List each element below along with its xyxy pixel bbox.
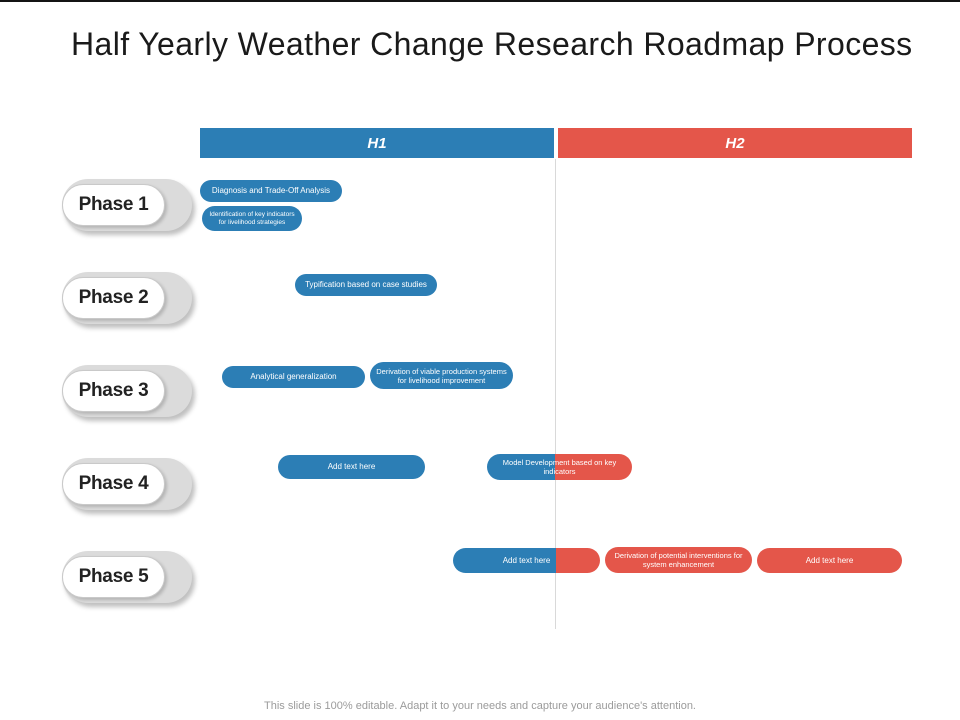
task-pill[interactable]: Add text here (278, 455, 425, 479)
task-pill[interactable]: Typification based on case studies (295, 274, 437, 296)
task-pill[interactable]: Identification of key indicators for liv… (202, 206, 302, 231)
phase-pill-1[interactable]: Phase 1 (62, 179, 192, 231)
footer-note: This slide is 100% editable. Adapt it to… (264, 700, 696, 712)
page-title: Half Yearly Weather Change Research Road… (71, 26, 913, 62)
timeline-h1-label: H1 (367, 134, 387, 152)
task-pill[interactable]: Derivation of viable production systems … (370, 362, 513, 389)
phase-label: Phase 2 (62, 277, 165, 319)
task-pill[interactable]: Derivation of potential interventions fo… (605, 547, 752, 573)
task-label: Derivation of potential interventions fo… (614, 551, 743, 569)
task-pill[interactable]: Add text here (757, 548, 902, 573)
task-pill[interactable]: Diagnosis and Trade-Off Analysis (200, 180, 342, 202)
task-label: Model Development based on key indicator… (502, 458, 617, 476)
phase-pill-5[interactable]: Phase 5 (62, 551, 192, 603)
timeline-header-h2: H2 (558, 128, 912, 158)
task-label: Add text here (502, 555, 551, 565)
timeline-h2-label: H2 (725, 134, 745, 152)
phase-label: Phase 4 (62, 463, 165, 505)
task-label: Add text here (805, 555, 854, 565)
half-year-divider-line (555, 159, 556, 629)
timeline-header-h1: H1 (200, 128, 554, 158)
phase-label: Phase 5 (62, 556, 165, 598)
task-label: Typification based on case studies (305, 280, 427, 290)
phase-pill-4[interactable]: Phase 4 (62, 458, 192, 510)
task-pill[interactable]: Analytical generalization (222, 366, 365, 388)
task-pill[interactable]: Model Development based on key indicator… (487, 454, 632, 480)
task-pill[interactable]: Add text here (453, 548, 600, 573)
phase-pill-3[interactable]: Phase 3 (62, 365, 192, 417)
phase-label: Phase 3 (62, 370, 165, 412)
task-label: Identification of key indicators for liv… (209, 210, 295, 226)
task-label: Add text here (327, 462, 376, 472)
phase-pill-2[interactable]: Phase 2 (62, 272, 192, 324)
phase-label: Phase 1 (62, 184, 165, 226)
task-label: Derivation of viable production systems … (376, 366, 507, 385)
task-label: Diagnosis and Trade-Off Analysis (211, 186, 331, 196)
task-label: Analytical generalization (250, 372, 337, 382)
